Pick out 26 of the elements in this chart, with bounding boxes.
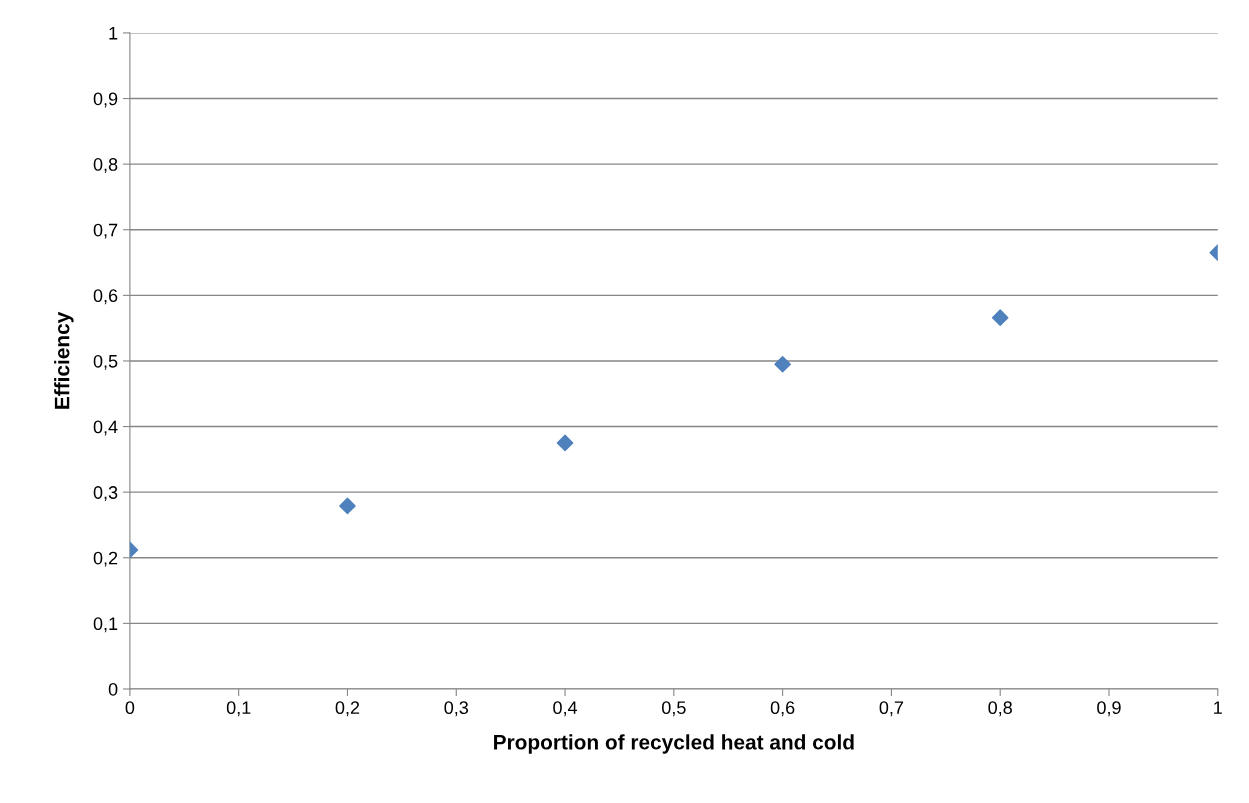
x-tick-label: 0,9 <box>1097 701 1121 717</box>
x-tick-label: 0 <box>125 701 135 715</box>
point <box>774 355 791 373</box>
y-tick-label: 0,8 <box>93 158 118 173</box>
x-axis-title: Proportion of recycled heat and cold <box>494 734 854 754</box>
y-tick-label: 0,5 <box>93 354 118 370</box>
y-tick-label: 0,2 <box>93 551 118 567</box>
x-tick-label: 0,2 <box>335 701 360 717</box>
y-tick-label: 0 <box>108 682 118 696</box>
y-tick-label: 0,9 <box>93 92 118 108</box>
x-tick-label: 0,1 <box>226 701 251 717</box>
x-tick-label: 0,7 <box>879 701 904 717</box>
y-tick-label: 0,4 <box>93 420 118 436</box>
y-axis-title: Efficiency <box>54 311 74 409</box>
y-tick-label: 0,1 <box>93 617 118 633</box>
x-tick-label: 0,3 <box>444 701 469 717</box>
x-tick-label: 0,6 <box>770 701 795 717</box>
point <box>556 434 574 452</box>
y-tick-label: 0,7 <box>93 223 118 239</box>
x-tick-label: 0,8 <box>988 701 1012 717</box>
x-tick-label: 0,4 <box>553 701 578 717</box>
y-tick-label: 0,6 <box>93 289 118 305</box>
y-tick-label: 1 <box>109 27 118 40</box>
x-tick-label: 1 <box>1214 701 1222 714</box>
y-tick-label: 0,3 <box>93 486 118 502</box>
x-tick-label: 0,5 <box>661 701 686 717</box>
